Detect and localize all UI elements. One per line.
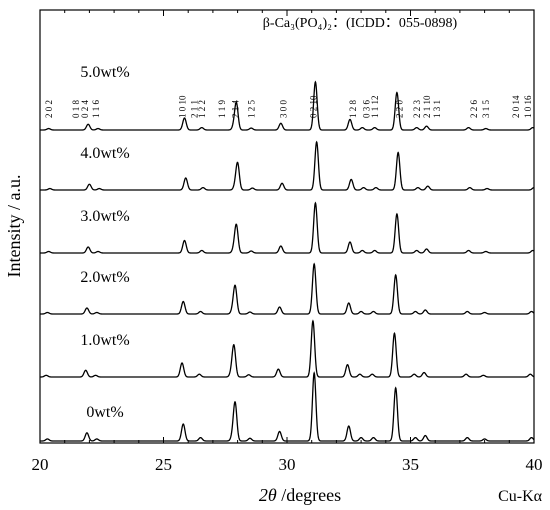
x-axis-label-unit: /degrees	[277, 485, 341, 505]
xrd-pattern-line	[40, 262, 535, 315]
series-label: 1.0wt%	[80, 332, 129, 349]
hkl-label: 1 1 9	[217, 100, 227, 119]
xrd-pattern-line	[40, 371, 535, 442]
hkl-label: 0 3 6	[361, 100, 371, 119]
hkl-label: 2 2 0	[395, 100, 405, 119]
hkl-label: 2 0 14	[511, 95, 521, 118]
hkl-label: 1 2 2	[197, 100, 207, 118]
hkl-label: 2 0 2	[44, 100, 54, 118]
x-axis-label-symbol: 2θ	[259, 485, 277, 505]
xrd-pattern-line	[40, 201, 535, 254]
hkl-label: 1 2 8	[348, 100, 358, 119]
hkl-label: 1 0 10	[177, 95, 187, 118]
hkl-label: 1 3 1	[432, 100, 442, 118]
hkl-label: 2 1 1	[190, 100, 200, 118]
series-layer: 5.0wt% 4.0wt% 3.0wt% 2.0wt% 1.0wt% 0wt%	[40, 64, 535, 442]
x-tick-label: 25	[155, 455, 172, 474]
hkl-label: 2 2 6	[469, 100, 479, 119]
hkl-label: 0 2 4	[80, 100, 90, 119]
series-label: 4.0wt%	[80, 145, 129, 162]
x-tick-label: 20	[32, 455, 49, 474]
hkl-label: 1 0 16	[523, 95, 533, 118]
series-label: 0wt%	[86, 404, 123, 421]
x-tick-label: 30	[279, 455, 296, 474]
hkl-label: 0 1 8	[71, 100, 81, 119]
series-label: 5.0wt%	[80, 64, 129, 81]
hkl-label: 2 2 3	[412, 100, 422, 119]
hkl-label: 3 0 0	[279, 100, 289, 119]
x-axis-ticks: 20 25 30 35 40	[32, 10, 543, 474]
series-label: 3.0wt%	[80, 208, 129, 225]
x-tick-label: 35	[402, 455, 419, 474]
hkl-label: 3 1 5	[481, 100, 491, 119]
x-tick-label: 40	[526, 455, 543, 474]
xrd-pattern-line	[40, 319, 535, 378]
xrd-pattern-line	[40, 80, 535, 131]
series-label: 2.0wt%	[80, 269, 129, 286]
hkl-label: 1 1 12	[370, 96, 380, 119]
hkl-label: 1 1 6	[91, 100, 101, 119]
y-axis-label: Intensity / a.u.	[4, 175, 24, 278]
radiation-label: Cu-Kα	[498, 488, 543, 505]
hkl-label: 2 1 10	[422, 95, 432, 118]
hkl-label: 0 2 10	[308, 95, 318, 118]
chart-title: β-Ca₃(PO₄)₂：(ICDD：055-0898)	[263, 16, 458, 31]
xrd-pattern-line	[40, 140, 535, 191]
hkl-label: 2 1 4	[230, 100, 240, 119]
x-axis-label: 2θ /degrees	[259, 485, 341, 505]
hkl-label: 1 2 5	[246, 100, 256, 119]
